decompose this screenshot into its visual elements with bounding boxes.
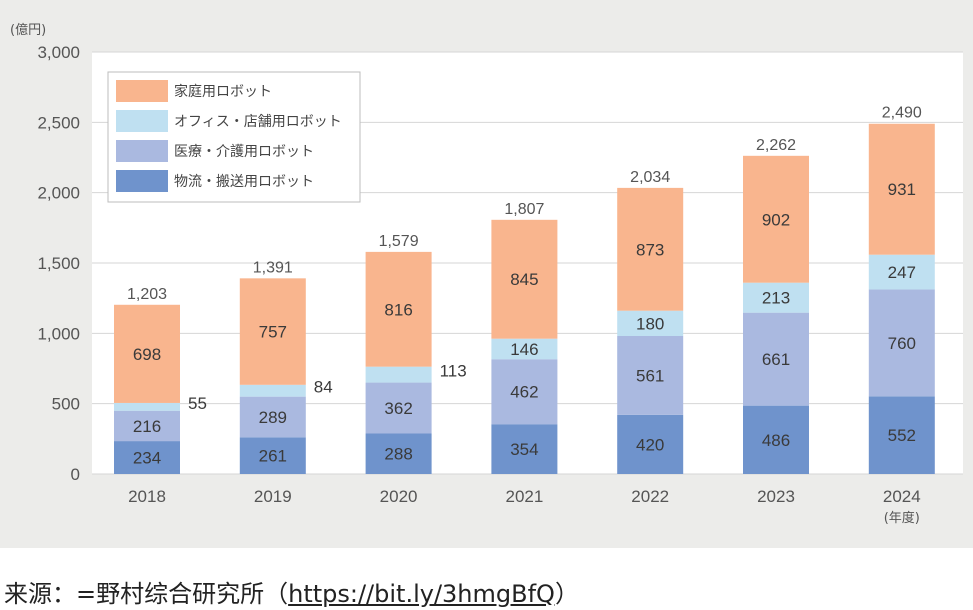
segment-label: 180 (636, 314, 664, 333)
y-tick-label: 2,500 (37, 113, 80, 132)
source-link[interactable]: https://bit.ly/3hmgBfQ (288, 580, 555, 608)
x-tick-label: 2021 (505, 487, 543, 506)
segment-label: 757 (259, 323, 287, 342)
bar-segment (617, 414, 684, 474)
y-tick-label: 2,000 (37, 184, 80, 203)
total-label: 2,490 (882, 105, 922, 122)
y-tick-label: 0 (71, 465, 80, 484)
y-unit-label: (億円) (10, 22, 46, 38)
bar-segment (743, 405, 809, 474)
x-tick-label: 2019 (254, 487, 292, 506)
y-tick-label: 1,000 (37, 324, 80, 343)
bar-segment (365, 382, 432, 434)
segment-label: 55 (188, 394, 207, 413)
y-tick-label: 500 (52, 395, 80, 414)
bar-segment (114, 304, 180, 403)
segment-label: 845 (510, 270, 538, 289)
segment-label: 760 (888, 334, 916, 353)
bar-segment (617, 310, 684, 337)
bar-segment (743, 312, 809, 406)
bar-segment (868, 254, 935, 290)
stacked-bar-chart: 0 500 1,000 1,500 2,000 2,500 3,000 (億円) 234 216 5… (10, 22, 963, 526)
bar-segment (365, 251, 432, 367)
segment-label: 420 (636, 435, 664, 454)
bar-segment (239, 396, 306, 438)
x-tick-label: 2024 (883, 487, 921, 506)
segment-label: 288 (384, 445, 412, 464)
total-label: 2,034 (630, 169, 670, 186)
total-label: 2,262 (756, 137, 796, 154)
x-tick-label: 2023 (757, 487, 795, 506)
total-label: 1,203 (127, 286, 167, 303)
segment-label: 247 (888, 263, 916, 282)
segment-label: 661 (762, 350, 790, 369)
bar-segment (868, 123, 935, 255)
segment-label: 289 (259, 408, 287, 427)
segment-label: 84 (314, 378, 333, 397)
total-label: 1,579 (379, 233, 419, 250)
bar-segment (868, 289, 935, 397)
chart-frame: 0 500 1,000 1,500 2,000 2,500 3,000 (億円) 234 216 5… (0, 0, 973, 548)
segment-label: 362 (384, 399, 412, 418)
legend-label: 物流・搬送用ロボット (174, 174, 314, 190)
segment-label: 873 (636, 240, 664, 259)
bar-segment (114, 402, 180, 411)
x-axis-note: (年度) (884, 510, 920, 526)
legend-swatch (116, 140, 168, 162)
bar-segment (365, 433, 432, 474)
bar-segment (617, 187, 684, 311)
segment-label: 261 (259, 447, 287, 466)
x-tick-label: 2022 (631, 487, 669, 506)
bar-segment (239, 437, 306, 474)
segment-label: 561 (636, 366, 664, 385)
legend-swatch (116, 170, 168, 192)
bar-segment (743, 282, 809, 313)
segment-label: 902 (762, 210, 790, 229)
segment-label: 552 (888, 426, 916, 445)
bar-segment (491, 219, 558, 339)
bar-segment (491, 359, 558, 425)
x-tick-label: 2020 (380, 487, 418, 506)
bar-segment (239, 384, 306, 397)
legend-label: 家庭用ロボット (174, 83, 272, 100)
segment-label: 113 (440, 362, 467, 381)
segment-label: 213 (762, 289, 790, 308)
bar-segment (743, 155, 809, 283)
total-label: 1,807 (504, 201, 544, 218)
segment-label: 931 (888, 180, 916, 199)
caption-prefix: 来源：=野村综合研究所（ (4, 580, 289, 608)
legend-swatch (116, 110, 168, 132)
x-tick-label: 2018 (128, 487, 166, 506)
bar-segment (491, 338, 558, 360)
bar-segment (114, 410, 180, 442)
segment-label: 354 (510, 440, 538, 459)
segment-label: 486 (762, 431, 790, 450)
bar-segment (365, 366, 432, 383)
legend-swatch (116, 80, 168, 102)
legend-label: オフィス・店舗用ロボット (174, 114, 342, 130)
segment-label: 816 (384, 300, 412, 319)
bar-segment (491, 424, 558, 474)
bar-segment (114, 441, 180, 474)
caption-suffix: ） (554, 580, 579, 608)
bar-segment (868, 396, 935, 474)
y-tick-label: 1,500 (37, 254, 80, 273)
segment-label: 234 (133, 449, 161, 468)
source-caption: 来源：=野村综合研究所（https://bit.ly/3hmgBfQ） (4, 574, 579, 608)
bar-segment (617, 336, 684, 415)
total-label: 1,391 (253, 259, 293, 276)
segment-label: 462 (510, 383, 538, 402)
segment-label: 146 (510, 340, 538, 359)
y-tick-label: 3,000 (37, 43, 80, 62)
segment-label: 216 (133, 417, 161, 436)
segment-label: 698 (133, 345, 161, 364)
bar-segment (239, 278, 306, 385)
legend-label: 医療・介護用ロボット (174, 143, 314, 160)
